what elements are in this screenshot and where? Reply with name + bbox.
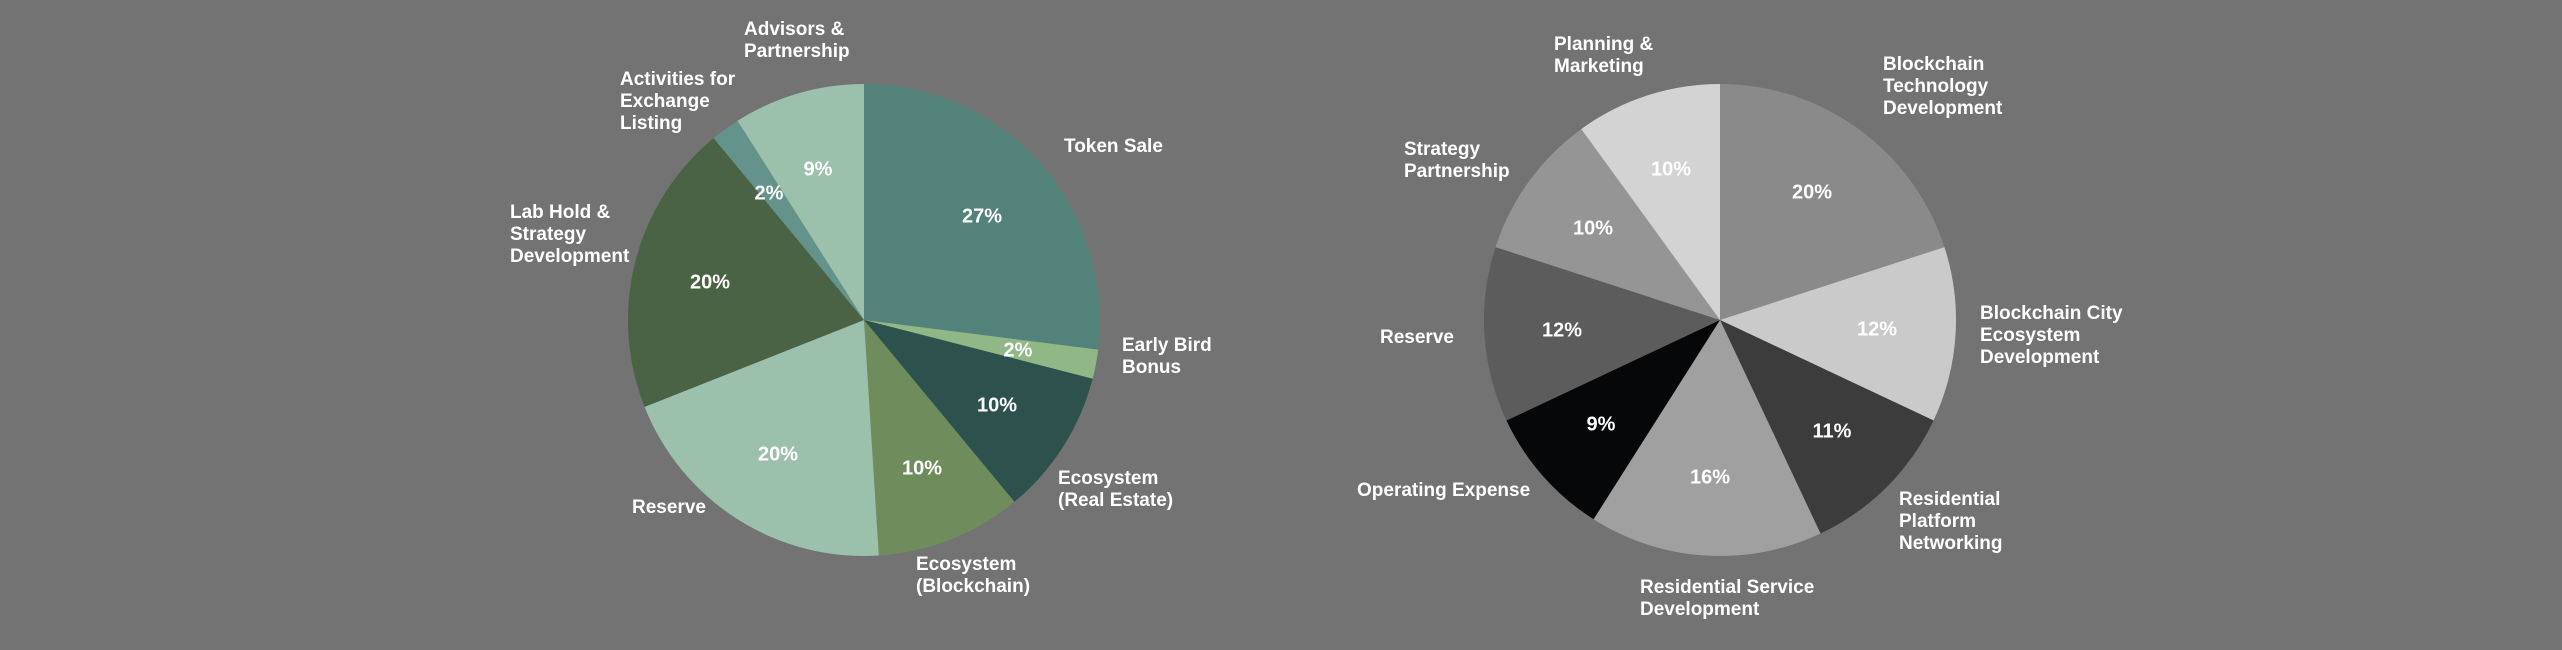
slice-label-token-sale: Token Sale <box>1064 136 1163 157</box>
pie-slice-advisors-and-partnership <box>737 84 864 320</box>
slice-label-planning-and-marketing: Planning & Marketing <box>1554 34 1654 77</box>
pie-slice-planning-and-marketing <box>1581 84 1720 320</box>
pie-slice-early-bird-bonus <box>864 320 1099 379</box>
slice-percent-ecosystem-real-estate: 10% <box>977 394 1017 416</box>
pie-slice-blockchain-city-ecosystem-development <box>1720 247 1957 421</box>
slice-percent-activities-for-exchange-listing: 2% <box>755 182 784 204</box>
slice-percent-residential-service-development: 16% <box>1690 466 1730 488</box>
slice-percent-planning-and-marketing: 10% <box>1651 158 1691 180</box>
slice-percent-token-sale: 27% <box>962 205 1002 227</box>
slice-percent-blockchain-city-ecosystem-development: 12% <box>1857 318 1897 340</box>
slice-percent-lab-hold-and-strategy-development: 20% <box>690 271 730 293</box>
slice-percent-strategy-partnership: 10% <box>1573 217 1613 239</box>
pie-slice-ecosystem-real-estate <box>864 320 1093 502</box>
pie-slice-lab-hold-and-strategy-development <box>627 138 864 407</box>
slice-label-advisors-and-partnership: Advisors & Partnership <box>744 19 850 62</box>
slice-percent-operating-expense: 9% <box>1587 413 1616 435</box>
fund-usage-pie: 20% Blockchain Technology Development 12% Blo… <box>1357 34 2123 620</box>
slice-label-lab-hold-and-strategy-development: Lab Hold & Strategy Development <box>510 202 630 267</box>
pie-slice-reserve <box>1483 247 1720 421</box>
pie-slice-residential-platform-networking <box>1720 320 1934 534</box>
slice-label-residential-service-development: Residential Service Development <box>1640 577 1814 620</box>
slice-percent-residential-platform-networking: 11% <box>1813 420 1852 442</box>
slice-label-reserve: Reserve <box>632 497 706 518</box>
token-distribution-pie: 27% Token Sale 2% Early Bird Bonus 10% Ecosyst… <box>510 19 1212 597</box>
slice-percent-reserve: 20% <box>758 443 798 465</box>
pie-slice-operating-expense <box>1506 320 1720 520</box>
slice-label-reserve: Reserve <box>1380 327 1454 348</box>
slice-label-ecosystem-blockchain: Ecosystem (Blockchain) <box>916 554 1030 597</box>
slice-percent-blockchain-technology-development: 20% <box>1792 181 1832 203</box>
pie-slice-reserve <box>644 320 879 556</box>
slice-percent-advisors-and-partnership: 9% <box>804 158 833 180</box>
slice-label-early-bird-bonus: Early Bird Bonus <box>1122 335 1212 378</box>
slice-label-residential-platform-networking: Residential Platform Networking <box>1899 489 2002 554</box>
pie-slice-activities-for-exchange-listing <box>713 120 864 321</box>
slice-percent-early-bird-bonus: 2% <box>1004 339 1033 361</box>
slice-label-blockchain-city-ecosystem-development: Blockchain City Ecosystem Development <box>1980 303 2123 368</box>
pie-slice-ecosystem-blockchain <box>864 320 1015 556</box>
slice-label-activities-for-exchange-listing: Activities for Exchange Listing <box>620 69 736 134</box>
slice-label-ecosystem-real-estate: Ecosystem (Real Estate) <box>1058 468 1173 511</box>
pie-slice-residential-service-development <box>1593 320 1821 557</box>
slice-label-strategy-partnership: Strategy Partnership <box>1404 139 1510 182</box>
pie-slice-strategy-partnership <box>1495 129 1720 320</box>
pie-slice-blockchain-technology-development <box>1720 84 1945 320</box>
slice-percent-ecosystem-blockchain: 10% <box>902 457 942 479</box>
slice-label-blockchain-technology-development: Blockchain Technology Development <box>1883 54 2003 119</box>
slice-percent-reserve: 12% <box>1542 319 1582 341</box>
pie-slice-token-sale <box>864 84 1101 350</box>
slice-label-operating-expense: Operating Expense <box>1357 480 1530 501</box>
